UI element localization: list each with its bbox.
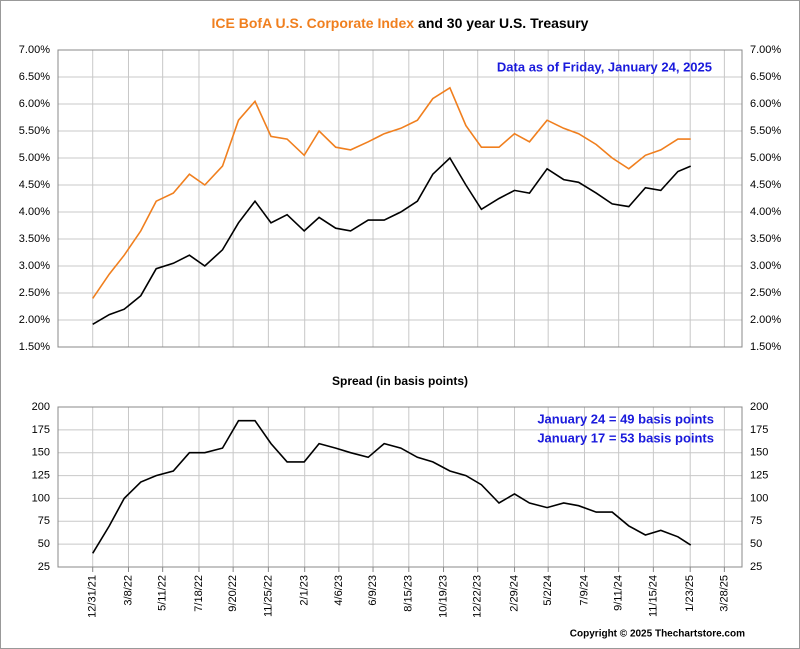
x-tick-label: 10/19/23 xyxy=(437,575,449,618)
y-tick-label: 3.00% xyxy=(19,260,50,272)
y-tick-label: 125 xyxy=(32,469,50,481)
series-line xyxy=(92,156,692,325)
y-tick-label: 4.00% xyxy=(19,206,50,218)
y-tick-label: 75 xyxy=(38,515,50,527)
x-tick-label: 2/1/23 xyxy=(299,575,311,606)
y-tick-label-right: 4.00% xyxy=(750,206,781,218)
y-tick-label: 2.00% xyxy=(19,314,50,326)
y-tick-label-right: 3.00% xyxy=(750,260,781,272)
y-tick-label: 175 xyxy=(32,424,50,436)
y-tick-label-right: 150 xyxy=(750,447,768,459)
y-tick-label: 5.00% xyxy=(19,152,50,164)
y-tick-label: 1.50% xyxy=(19,341,50,353)
x-tick-label: 5/11/22 xyxy=(157,575,169,611)
x-tick-label: 1/23/25 xyxy=(684,575,696,612)
y-tick-label-right: 75 xyxy=(750,515,762,527)
y-tick-label: 200 xyxy=(32,401,50,413)
y-tick-label-right: 5.50% xyxy=(750,125,781,137)
y-tick-label: 4.50% xyxy=(19,179,50,191)
y-tick-label-right: 125 xyxy=(750,469,768,481)
y-tick-label: 2.50% xyxy=(19,287,50,299)
x-tick-label: 7/18/22 xyxy=(193,575,205,612)
y-tick-label: 5.50% xyxy=(19,125,50,137)
x-tick-label: 6/9/23 xyxy=(367,575,379,606)
plot-border xyxy=(57,406,743,568)
y-tick-label-right: 7.00% xyxy=(750,44,781,56)
y-tick-label-right: 25 xyxy=(750,561,762,573)
y-tick-label-right: 6.50% xyxy=(750,71,781,83)
x-tick-label: 9/20/22 xyxy=(227,575,239,612)
x-tick-label: 2/29/24 xyxy=(508,575,520,612)
annotation: January 17 = 53 basis points xyxy=(537,430,714,445)
y-tick-label-right: 6.00% xyxy=(750,98,781,110)
copyright: Copyright © 2025 Thechartstore.com xyxy=(570,629,745,640)
series-line xyxy=(92,419,692,554)
title-rest: and 30 year U.S. Treasury xyxy=(418,15,589,31)
plot-area xyxy=(57,49,743,348)
series-line xyxy=(92,86,691,299)
y-tick-label: 100 xyxy=(32,492,50,504)
y-tick-label-right: 3.50% xyxy=(750,233,781,245)
y-tick-label: 6.00% xyxy=(19,98,50,110)
x-tick-label: 11/25/22 xyxy=(262,575,274,617)
annotation: January 24 = 49 basis points xyxy=(537,411,714,426)
title-highlight: ICE BofA U.S. Corporate Index xyxy=(212,15,415,31)
x-tick-label: 7/9/24 xyxy=(578,575,590,606)
x-tick-label: 12/22/23 xyxy=(472,575,484,618)
y-tick-label-right: 100 xyxy=(750,492,768,504)
x-tick-label: 3/8/22 xyxy=(122,575,134,606)
y-tick-label: 6.50% xyxy=(19,71,50,83)
x-tick-label: 4/6/23 xyxy=(333,575,345,606)
y-tick-label-right: 50 xyxy=(750,538,762,550)
y-tick-label-right: 4.50% xyxy=(750,179,781,191)
y-tick-label: 7.00% xyxy=(19,44,50,56)
y-tick-label-right: 2.00% xyxy=(750,314,781,326)
y-tick-label: 150 xyxy=(32,447,50,459)
x-tick-label: 5/2/24 xyxy=(542,575,554,606)
y-tick-label-right: 5.00% xyxy=(750,152,781,164)
y-tick-label-right: 2.50% xyxy=(750,287,781,299)
y-tick-label: 25 xyxy=(38,561,50,573)
x-tick-label: 3/28/25 xyxy=(718,575,730,612)
y-tick-label-right: 175 xyxy=(750,424,768,436)
y-tick-label: 3.50% xyxy=(19,233,50,245)
annotation: Data as of Friday, January 24, 2025 xyxy=(497,59,712,74)
x-tick-label: 8/15/23 xyxy=(403,575,415,612)
x-tick-label: 12/31/21 xyxy=(87,575,99,618)
y-tick-label-right: 1.50% xyxy=(750,341,781,353)
chart-title: Spread (in basis points) xyxy=(332,374,468,388)
x-tick-label: 9/11/24 xyxy=(613,575,625,611)
plot-border xyxy=(57,49,743,348)
y-tick-label-right: 200 xyxy=(750,401,768,413)
x-tick-label: 11/15/24 xyxy=(647,575,659,617)
chart-title: ICE BofA U.S. Corporate Index and 30 year… xyxy=(212,15,589,31)
y-tick-label: 50 xyxy=(38,538,50,550)
